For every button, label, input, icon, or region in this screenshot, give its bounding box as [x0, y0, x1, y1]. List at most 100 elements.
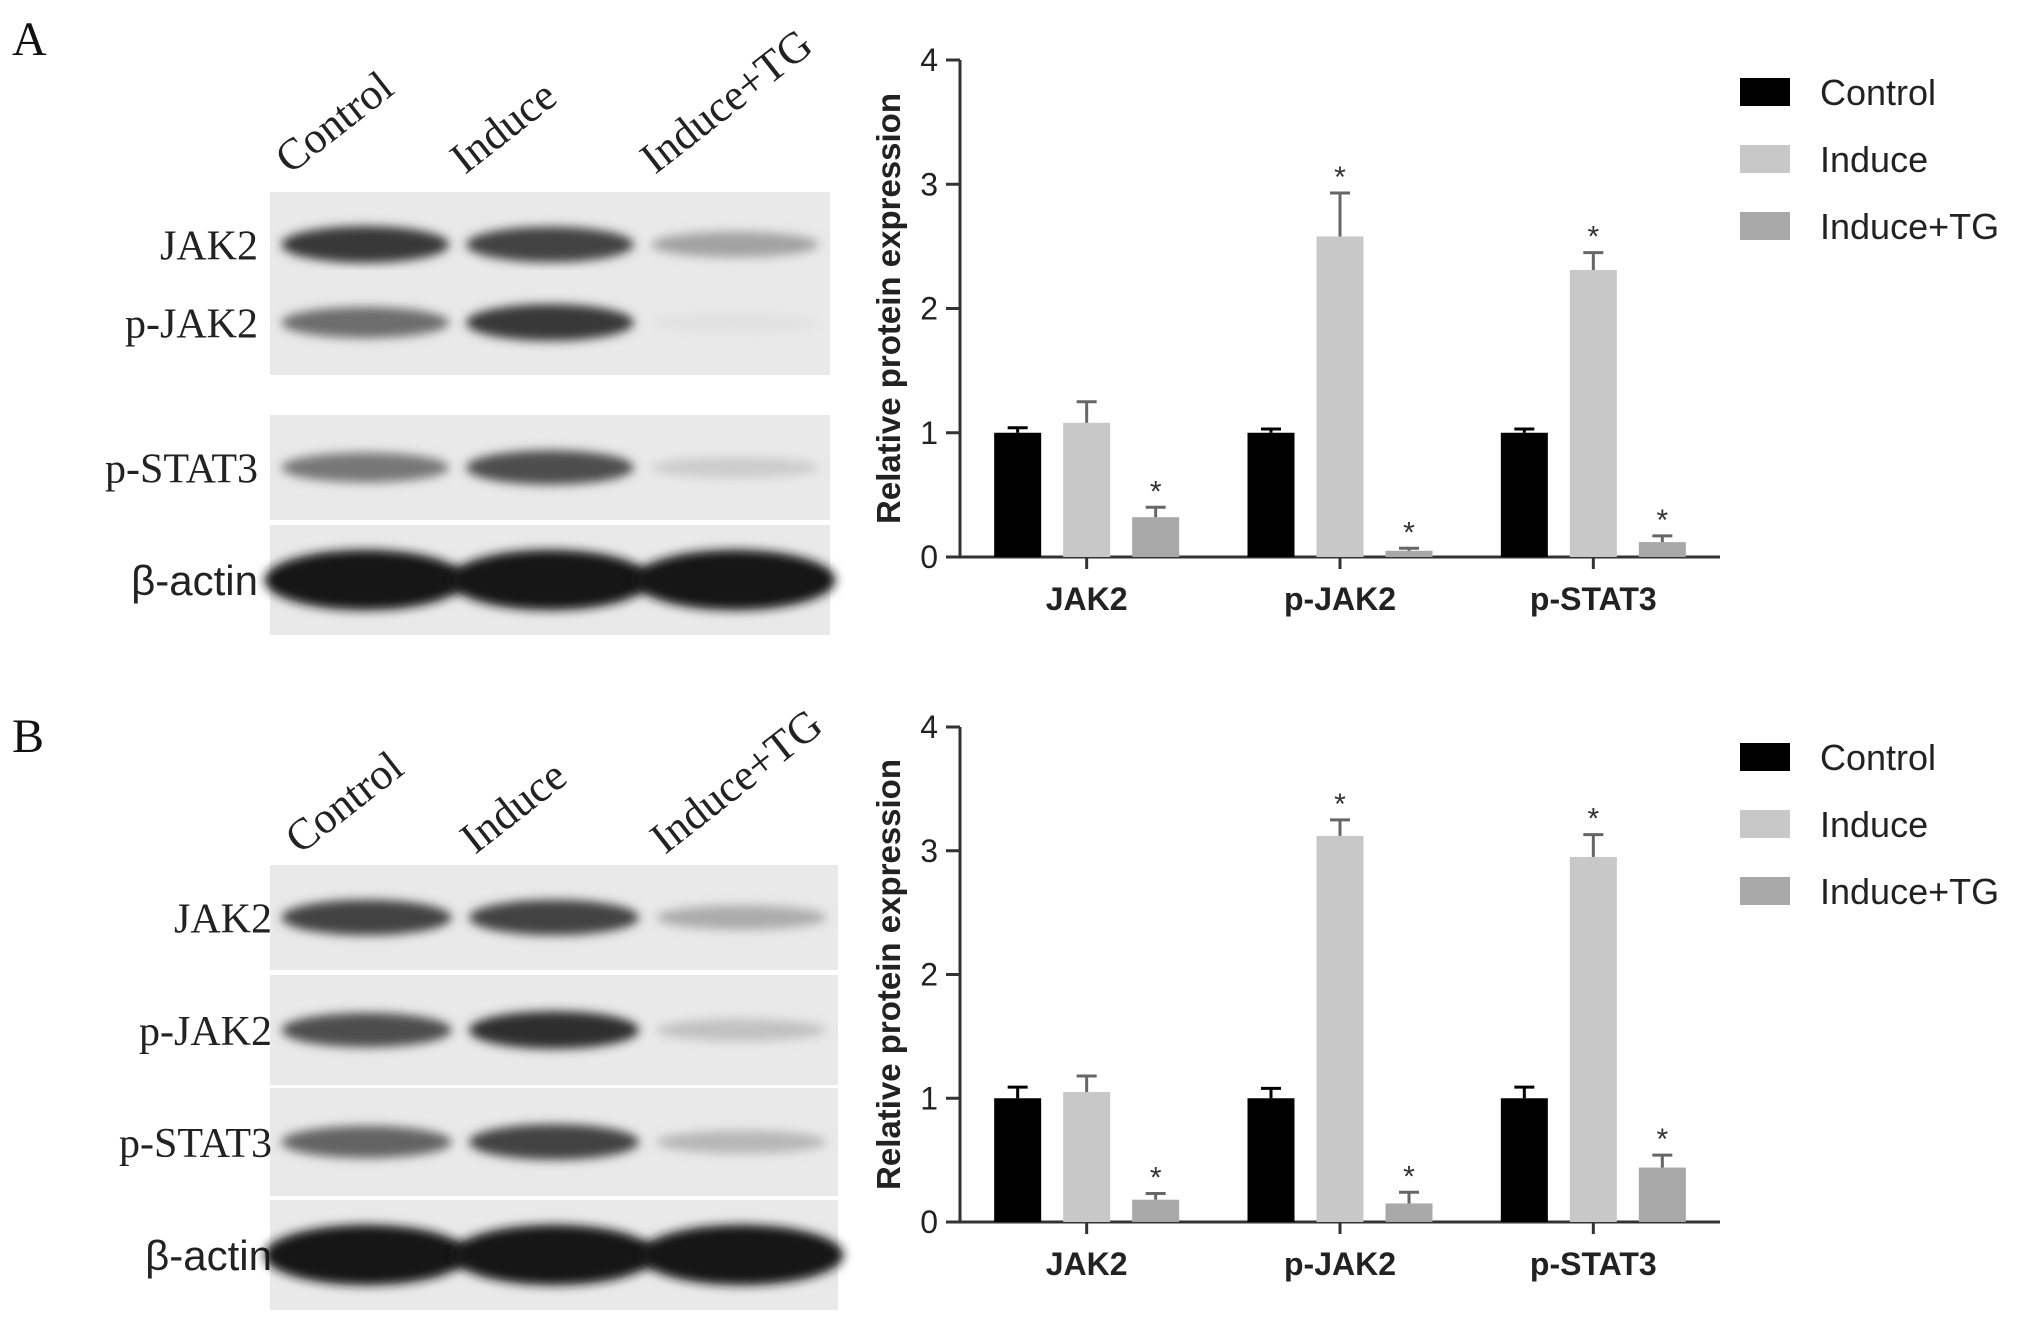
y-tick-label: 0: [920, 539, 938, 575]
blot-row-label: JAK2: [160, 224, 258, 270]
y-tick-label: 3: [920, 833, 938, 869]
blot-band: [281, 452, 450, 483]
bar: [1063, 422, 1111, 557]
legend-label: Control: [1820, 737, 1936, 778]
y-tick-label: 3: [920, 166, 938, 202]
bar: [1316, 236, 1364, 557]
panel-b-western-blot: Control Induce Induce+TG JAK2 p-JAK2 p-STAT3 β…: [119, 699, 844, 1310]
bar: [1132, 517, 1180, 557]
significance-marker: *: [1150, 475, 1162, 508]
blot-band: [264, 549, 467, 611]
legend-label: Induce+TG: [1820, 871, 1999, 912]
panel-b: B Control Induce Induce+TG JAK2 p-JAK2 p-STAT…: [12, 699, 1999, 1310]
lane-label: Induce: [451, 751, 576, 863]
y-axis-label: Relative protein expression: [870, 759, 907, 1190]
bar: [994, 432, 1042, 557]
panel-b-label: B: [12, 710, 44, 763]
bar: [1500, 1098, 1548, 1222]
significance-marker: *: [1334, 161, 1346, 194]
significance-marker: *: [1656, 504, 1668, 537]
blot-strip: JAK2: [174, 865, 838, 970]
blot-strip: p-STAT3: [119, 1088, 838, 1196]
blot-band: [466, 450, 634, 485]
bar: [1569, 269, 1617, 557]
blot-row-label: β-actin: [145, 1232, 272, 1279]
blot-row-label: p-STAT3: [119, 1121, 272, 1167]
legend-swatch: [1740, 877, 1790, 905]
blot-band: [449, 549, 651, 611]
significance-marker: *: [1656, 1123, 1668, 1156]
blot-band: [656, 905, 827, 930]
blot-band: [281, 306, 450, 339]
blot-band: [264, 1224, 469, 1286]
blot-band: [466, 226, 634, 263]
lane-label: Induce+TG: [631, 19, 821, 183]
bar: [1385, 1203, 1433, 1222]
y-tick-label: 0: [920, 1204, 938, 1240]
bar: [1500, 432, 1548, 557]
bar: [1638, 542, 1686, 557]
blot-band: [281, 899, 452, 936]
blot-band: [650, 312, 819, 333]
bar: [994, 1098, 1042, 1222]
blot-row-label: p-STAT3: [105, 447, 258, 493]
blot-strip: p-STAT3: [105, 415, 830, 520]
lane-label: Induce+TG: [641, 699, 831, 863]
significance-marker: *: [1403, 516, 1415, 549]
blot-band: [468, 899, 640, 936]
bar: [1063, 1092, 1111, 1222]
legend-label: Induce+TG: [1820, 206, 1999, 247]
bar: [1247, 1098, 1295, 1222]
legend-swatch: [1740, 810, 1790, 838]
blot-row-label: p-JAK2: [139, 1009, 272, 1055]
significance-marker: *: [1334, 788, 1346, 821]
blot-band: [281, 1125, 452, 1159]
legend-swatch: [1740, 212, 1790, 240]
x-category-label: JAK2: [1046, 1246, 1128, 1282]
x-category-label: p-JAK2: [1284, 1246, 1396, 1282]
bar: [1638, 1167, 1686, 1222]
panel-a-label: A: [12, 13, 47, 66]
y-tick-label: 1: [920, 415, 938, 451]
blot-strip: β-actin: [145, 1200, 844, 1310]
blot-band: [468, 1124, 640, 1160]
x-category-label: p-JAK2: [1284, 581, 1396, 617]
y-axis-label: Relative protein expression: [870, 93, 907, 524]
y-tick-label: 1: [920, 1080, 938, 1116]
x-category-label: p-STAT3: [1530, 581, 1657, 617]
bar: [1132, 1199, 1180, 1222]
bar: [1316, 835, 1364, 1222]
blot-strip: β-actin: [131, 525, 836, 635]
legend-swatch: [1740, 145, 1790, 173]
blot-band: [281, 226, 450, 263]
significance-marker: *: [1150, 1162, 1162, 1195]
legend-swatch: [1740, 743, 1790, 771]
blot-band: [656, 1130, 827, 1154]
significance-marker: *: [1587, 803, 1599, 836]
panel-a-western-blot: Control Induce Induce+TG JAK2 p-JAK2 p-STAT3 β…: [105, 19, 836, 635]
y-tick-label: 4: [920, 709, 938, 745]
blot-band: [281, 1012, 452, 1048]
significance-marker: *: [1587, 221, 1599, 254]
blot-band: [650, 231, 819, 258]
y-tick-label: 2: [920, 957, 938, 993]
blot-row-label: JAK2: [174, 897, 272, 943]
blot-band: [451, 1224, 657, 1286]
blot-band: [656, 1018, 827, 1042]
y-tick-label: 4: [920, 42, 938, 78]
blot-band: [639, 1224, 844, 1286]
legend-swatch: [1740, 78, 1790, 106]
lane-label: Control: [276, 741, 412, 862]
bar: [1247, 432, 1295, 557]
blot-band: [466, 304, 634, 341]
legend-label: Induce: [1820, 139, 1928, 180]
lane-label: Induce: [441, 71, 566, 183]
blot-band: [650, 456, 819, 479]
y-tick-label: 2: [920, 291, 938, 327]
bar: [1385, 550, 1433, 557]
significance-marker: *: [1403, 1160, 1415, 1193]
panel-b-bar-chart: 0 1 2 3 4 Relative protein expression JAK2 * p-J…: [870, 709, 1999, 1282]
lane-label: Control: [266, 61, 402, 182]
